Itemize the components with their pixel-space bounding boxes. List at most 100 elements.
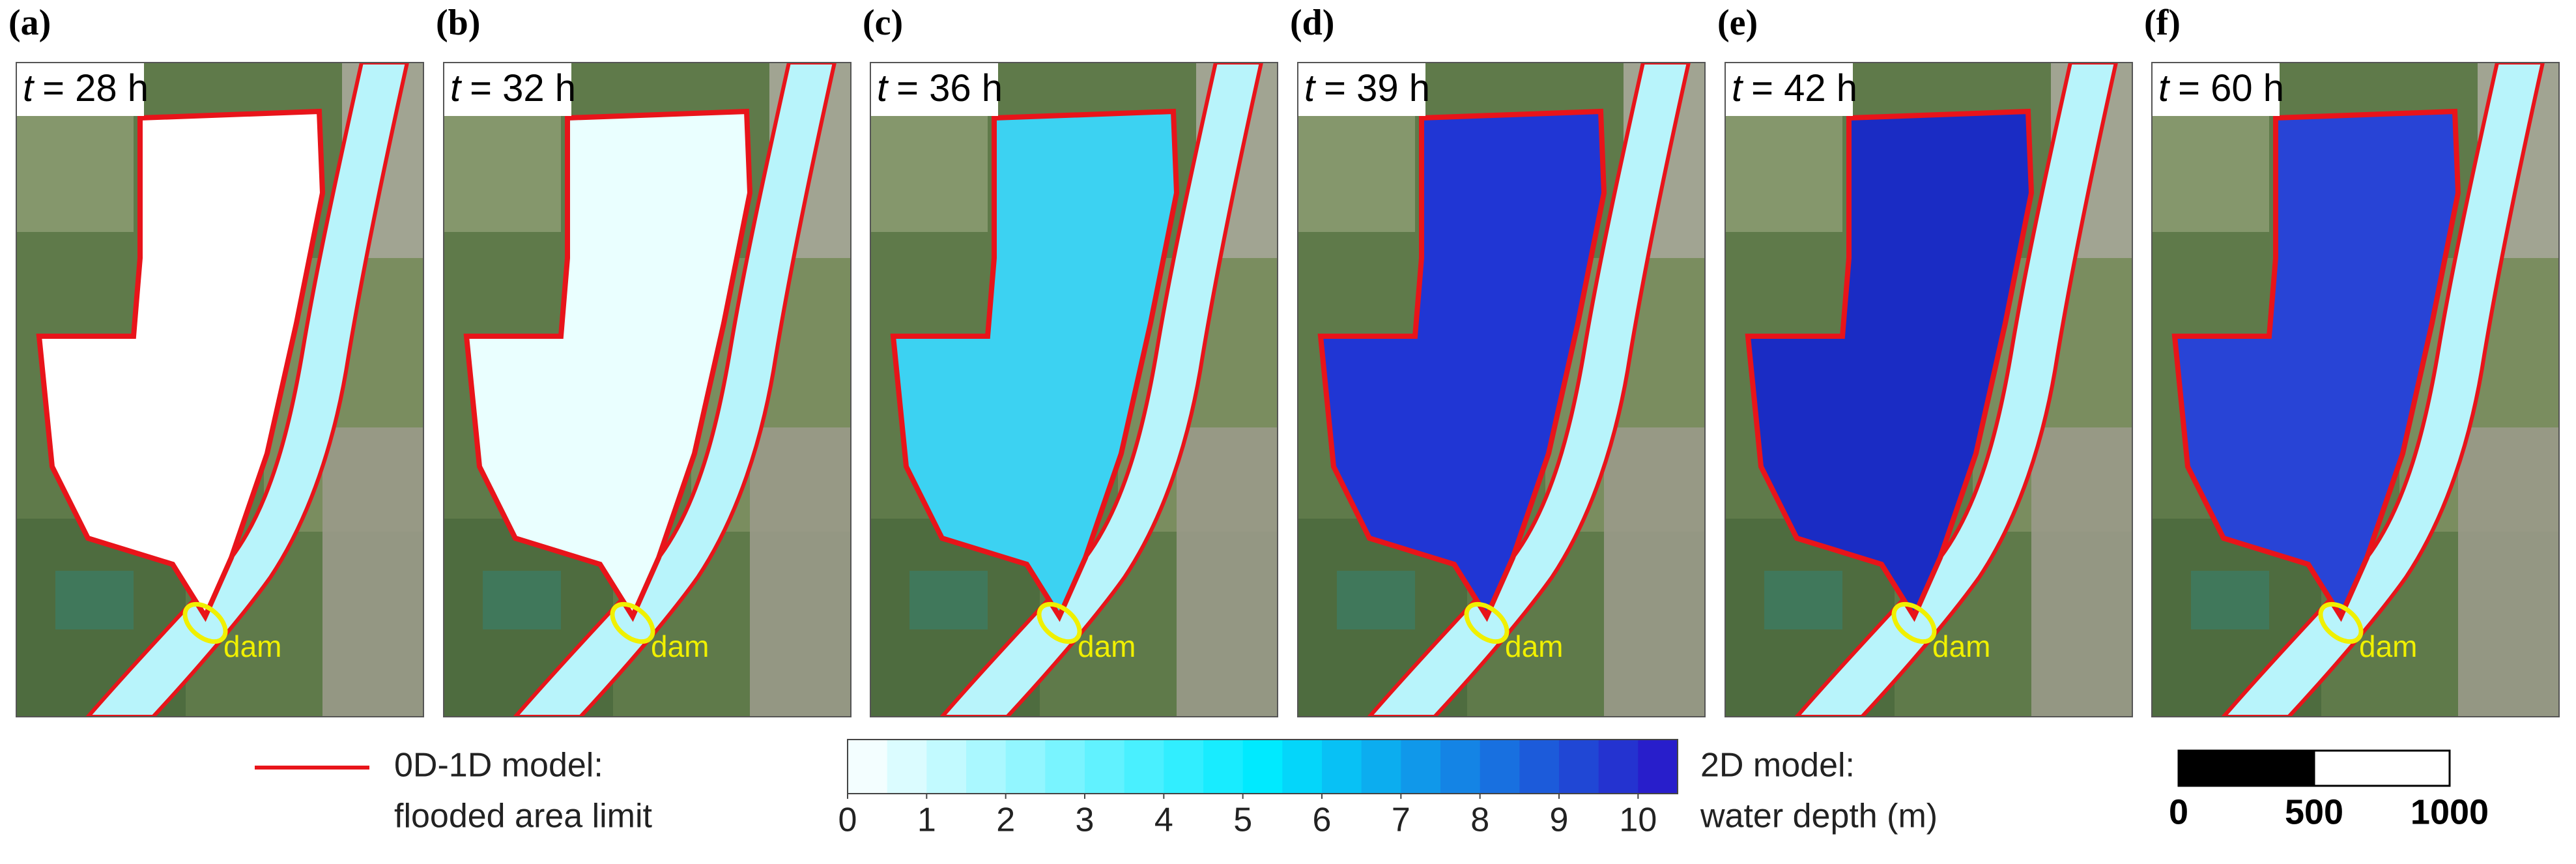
time-label: t = 32 h — [450, 67, 576, 109]
dam-label: dam — [223, 629, 281, 663]
colorbar-cell — [1322, 740, 1362, 794]
scale-bar-label: 500 — [2285, 792, 2343, 831]
panel-frame — [16, 62, 424, 717]
colorbar-tick-label: 2 — [996, 801, 1015, 839]
terrain — [2191, 571, 2269, 629]
time-variable: t — [877, 67, 889, 109]
colorbar-cell — [1361, 740, 1401, 794]
colorbar-cell — [1164, 740, 1204, 794]
colorbar-cell — [1480, 740, 1520, 794]
dam-marker — [610, 601, 655, 644]
time-variable: t — [450, 67, 463, 109]
scale-bar-label: 0 — [2169, 792, 2188, 831]
time-variable: t — [23, 67, 35, 109]
flooded-area — [2171, 108, 2461, 622]
time-value: = 60 h — [2178, 67, 2284, 109]
terrain — [1337, 571, 1415, 629]
colorbar-cell — [1638, 740, 1678, 794]
colorbar-cell — [1519, 740, 1560, 794]
dam-marker — [1037, 601, 1082, 644]
time-variable: t — [2158, 67, 2171, 109]
panel-frame — [870, 62, 1278, 717]
colorbar-cell — [1005, 740, 1046, 794]
flooded-area — [890, 108, 1180, 622]
scale-bar-label: 1000 — [2411, 792, 2489, 831]
colorbar-tick-label: 5 — [1233, 801, 1252, 839]
map-panel: dam t = 60 h — [2152, 63, 2559, 717]
map-panel: dam t = 39 h — [1298, 63, 1705, 717]
panel-frame — [443, 62, 852, 717]
colorbar-tick-label: 3 — [1076, 801, 1095, 839]
colorbar-cell — [1598, 740, 1639, 794]
time-label: t = 39 h — [1304, 67, 1430, 109]
time-variable: t — [1732, 67, 1744, 109]
colorbar-cell — [1242, 740, 1283, 794]
panel-label: (f) — [2144, 3, 2181, 43]
terrain — [1177, 427, 1278, 717]
dam-label: dam — [651, 629, 709, 663]
colorbar-cell — [1085, 740, 1125, 794]
time-label: t = 60 h — [2158, 67, 2284, 109]
time-box — [870, 63, 998, 116]
panel-label: (a) — [8, 3, 51, 43]
colorbar-cell — [1559, 740, 1599, 794]
scale-bar-segment — [2177, 749, 2315, 787]
time-value: = 36 h — [896, 67, 1003, 109]
time-value: = 28 h — [42, 67, 149, 109]
dam-marker — [1464, 601, 1510, 644]
colorbar-tick-label: 4 — [1154, 801, 1173, 839]
dam-marker — [2318, 601, 2364, 644]
time-variable: t — [1304, 67, 1317, 109]
colorbar-tick-label: 1 — [917, 801, 936, 839]
map-panel: dam t = 36 h — [870, 63, 1278, 717]
colorbar-cell — [887, 740, 927, 794]
time-value: = 32 h — [470, 67, 576, 109]
legend-label: 0D-1D model: — [394, 747, 603, 785]
legend-label: flooded area limit — [394, 798, 653, 835]
time-box — [2152, 63, 2280, 116]
colorbar-tick-label: 10 — [1619, 801, 1657, 839]
panel-label: (e) — [1717, 3, 1758, 43]
terrain — [909, 571, 988, 629]
colorbar-tick-label: 7 — [1392, 801, 1410, 839]
map-panel: dam t = 32 h — [444, 63, 851, 717]
colorbar-cell — [848, 740, 888, 794]
colorbar-cell — [966, 740, 1007, 794]
time-box — [16, 63, 144, 116]
time-box — [444, 63, 571, 116]
scale-bar-segment — [2313, 749, 2451, 787]
terrain — [2031, 427, 2132, 717]
colorbar-tick-label: 0 — [838, 801, 857, 839]
panel-frame — [1724, 62, 2133, 717]
dam-label: dam — [1932, 629, 1990, 663]
time-box — [1298, 63, 1425, 116]
time-value: = 42 h — [1751, 67, 1857, 109]
map-panel: dam t = 28 h — [16, 63, 423, 717]
terrain — [322, 427, 423, 717]
colorbar-tick-label: 6 — [1313, 801, 1332, 839]
terrain — [1604, 427, 1705, 717]
panel-label: (b) — [436, 3, 480, 43]
terrain — [2458, 427, 2559, 717]
colorbar-tick-label: 8 — [1470, 801, 1489, 839]
time-label: t = 36 h — [877, 67, 1003, 109]
flooded-area — [1317, 108, 1607, 622]
flooded-area — [463, 108, 753, 622]
terrain — [1764, 571, 1842, 629]
dam-label: dam — [1078, 629, 1136, 663]
panel-label: (d) — [1290, 3, 1334, 43]
map-panel: dam t = 42 h — [1725, 63, 2132, 717]
dam-label: dam — [1505, 629, 1563, 663]
terrain — [483, 571, 561, 629]
time-label: t = 42 h — [1732, 67, 1857, 109]
dam-marker — [182, 601, 228, 644]
colorbar-cell — [1203, 740, 1244, 794]
colorbar-title: water depth (m) — [1700, 798, 1938, 835]
colorbar-cell — [1124, 740, 1164, 794]
dam-label: dam — [2359, 629, 2417, 663]
time-box — [1725, 63, 1853, 116]
colorbar-cell — [926, 740, 967, 794]
time-value: = 39 h — [1324, 67, 1430, 109]
